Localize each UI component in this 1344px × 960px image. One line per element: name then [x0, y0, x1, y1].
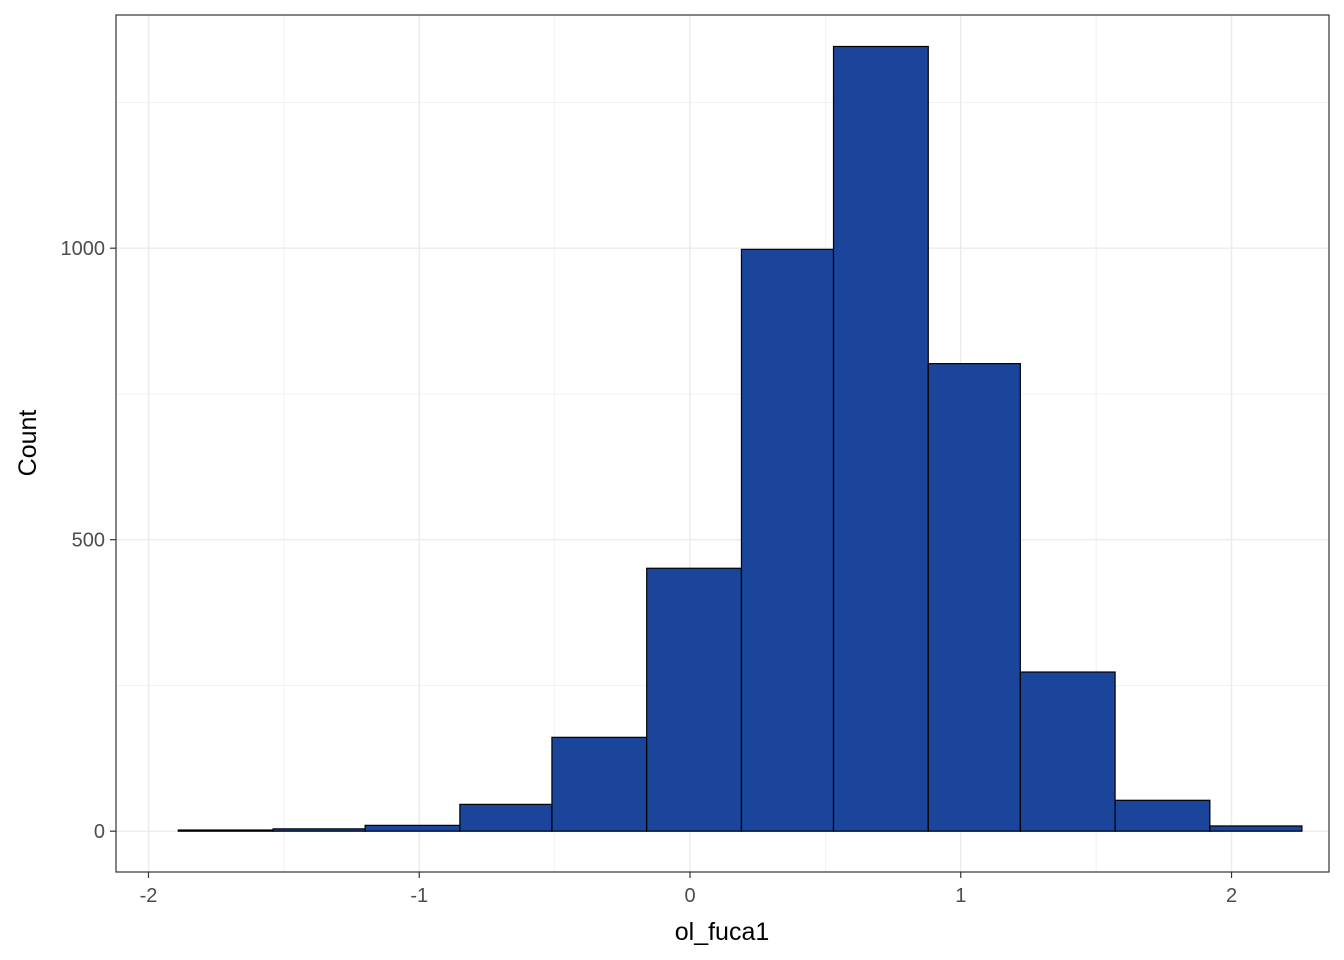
y-tick-label: 500: [72, 530, 105, 552]
histogram-bar-5: [551, 736, 648, 832]
histogram-bars: [177, 45, 1303, 832]
x-tick-label: 0: [684, 885, 695, 907]
histogram-bar-7: [740, 248, 835, 832]
histogram-bar-8: [832, 45, 929, 832]
histogram-bar-9: [927, 363, 1021, 832]
histogram-bar-2: [272, 828, 366, 832]
histogram-bar-11: [1114, 799, 1211, 832]
y-axis-ticks: 0 500 1000: [61, 238, 116, 843]
histogram-bar-4: [459, 803, 553, 832]
histogram-bar-6: [646, 567, 743, 832]
histogram-bar-12: [1209, 825, 1303, 832]
x-axis-title: ol_fuca1: [675, 918, 770, 946]
y-axis-title: Count: [14, 410, 42, 477]
x-tick-label: 1: [955, 885, 966, 907]
x-axis-ticks: -2 -1 0 1 2: [140, 872, 1237, 907]
histogram-bar-1: [177, 829, 274, 832]
histogram-bar-10: [1019, 671, 1116, 832]
x-tick-label: 2: [1226, 885, 1237, 907]
x-tick-label: -1: [410, 885, 428, 907]
plot-border: [115, 14, 1330, 873]
histogram-bar-3: [364, 824, 461, 832]
x-tick-label: -2: [140, 885, 158, 907]
y-tick-label: 1000: [61, 238, 106, 260]
y-tick-label: 0: [94, 821, 105, 843]
